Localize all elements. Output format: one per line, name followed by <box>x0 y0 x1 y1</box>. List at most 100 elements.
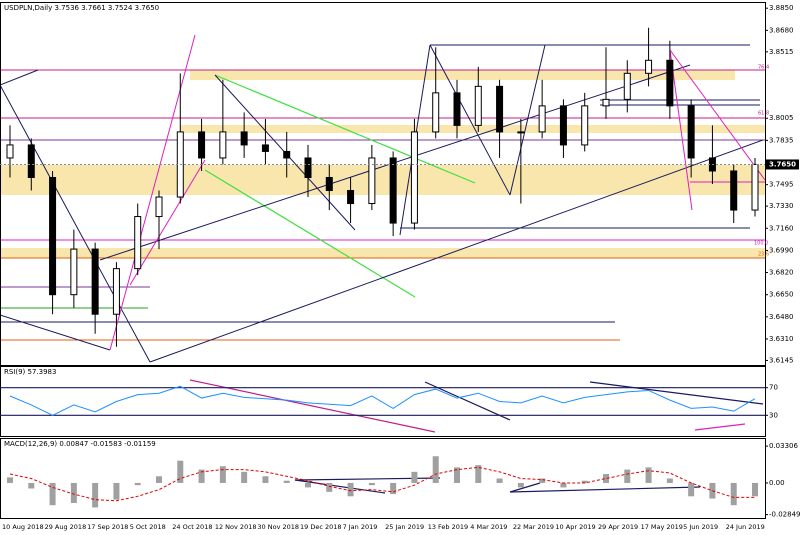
price-panel <box>0 2 766 366</box>
trend-line <box>109 34 196 351</box>
y-tick-label: 3.8680 <box>769 26 794 34</box>
drawings <box>0 34 766 494</box>
trend-line <box>0 314 111 351</box>
macd-bar <box>198 469 205 483</box>
macd-bar <box>134 482 141 486</box>
y-tick-label: 70 <box>769 384 778 392</box>
candle-body <box>602 98 610 107</box>
candle-body <box>347 190 355 205</box>
trend-line <box>669 49 693 211</box>
x-tick-label: 17 Sep 2018 <box>87 523 128 531</box>
trend-line <box>0 69 39 86</box>
macd-bar <box>517 482 524 488</box>
macd-bar <box>688 482 695 497</box>
x-tick-label: 25 Jan 2019 <box>385 523 424 531</box>
zone <box>0 248 765 258</box>
macd-bar <box>241 471 248 483</box>
candle-body <box>410 131 418 224</box>
macd-bar <box>113 482 120 500</box>
y-tick-label: 3.6820 <box>769 269 794 277</box>
chart-title: USDPLN,Daily 3.7536 3.7661 3.7524 3.7650 <box>4 4 159 12</box>
y-tick-label: 3.7495 <box>769 181 794 189</box>
x-tick-label: 10 Aug 2018 <box>2 523 44 531</box>
rsi-trend-line <box>694 423 746 431</box>
candle-body <box>730 170 738 211</box>
macd-bar <box>28 482 35 489</box>
macd-bar <box>390 482 397 495</box>
y-tick-label: 3.8005 <box>769 114 794 122</box>
macd-bar <box>411 471 418 483</box>
macd-bar <box>368 482 375 486</box>
x-tick-label: 29 Apr 2019 <box>598 523 638 531</box>
candle-body <box>49 176 57 296</box>
macd-trend-line <box>509 482 541 493</box>
macd-bar <box>432 456 439 483</box>
trend-line <box>129 159 206 286</box>
candle-body <box>325 176 333 192</box>
macd-bar <box>666 478 673 483</box>
candle-body <box>666 59 674 107</box>
candle-body <box>240 131 248 146</box>
macd-bar <box>262 476 269 483</box>
candle-body <box>368 157 376 205</box>
candle-body <box>645 59 653 74</box>
macd-bar <box>624 469 631 483</box>
last-price-box <box>766 159 799 170</box>
zone <box>180 125 765 133</box>
trend-line <box>429 44 511 196</box>
y-tick-label: 0.03306 <box>769 442 798 450</box>
candle-body <box>134 216 142 270</box>
macd-bar <box>581 480 588 483</box>
macd-bar <box>219 466 226 483</box>
x-tick-label: 29 Aug 2018 <box>45 523 87 531</box>
candle-body <box>27 144 35 178</box>
candle-body <box>112 268 120 315</box>
x-tick-label: 5 Oct 2018 <box>130 523 166 531</box>
x-tick-label: 10 Apr 2019 <box>555 523 595 531</box>
x-tick-label: 24 Oct 2018 <box>172 523 212 531</box>
fib-label: 76.4 <box>758 65 769 71</box>
candle-body <box>517 131 525 134</box>
candle-body <box>432 92 440 133</box>
y-tick-label: 3.6650 <box>769 291 794 299</box>
macd-bar <box>603 474 609 483</box>
candle-body <box>155 196 163 218</box>
trend-line <box>204 169 416 298</box>
trend-line <box>214 74 476 184</box>
y-tick-label: 3.6990 <box>769 246 794 254</box>
x-tick-label: 30 Nov 2018 <box>257 523 299 531</box>
macd-bar <box>347 482 354 497</box>
macd-bar <box>92 482 99 508</box>
last-price-label: 3.7650 <box>769 160 796 168</box>
macd-bar <box>645 467 652 483</box>
candle-body <box>261 144 269 152</box>
macd-bar <box>283 480 290 483</box>
y-tick-label: 0.00 <box>769 479 785 487</box>
x-tick-label: 17 May 2019 <box>641 523 683 531</box>
y-tick-label: -0.02849 <box>769 511 800 519</box>
macd-bar <box>7 477 13 483</box>
candle-body <box>219 131 227 159</box>
candle-body <box>389 157 397 224</box>
candle-body <box>496 85 504 133</box>
y-tick-label: 30 <box>769 411 778 419</box>
macd-bar <box>730 482 737 506</box>
macd-bar <box>326 482 333 492</box>
macd-signal <box>9 466 755 502</box>
y-tick-label: 3.6310 <box>769 335 794 343</box>
x-tick-label: 12 Nov 2018 <box>215 523 257 531</box>
macd-bar <box>496 478 503 483</box>
candle-body <box>687 105 695 159</box>
macd-bar <box>752 482 758 497</box>
y-tick-label: 3.6145 <box>769 356 794 364</box>
x-tick-label: 4 Mar 2019 <box>470 523 507 531</box>
candle-body <box>283 150 291 159</box>
candle-body <box>91 248 99 315</box>
rsi-trend-line <box>424 381 511 421</box>
trend-line <box>509 44 546 196</box>
macd-bar <box>305 482 311 488</box>
macd-bar <box>177 460 184 483</box>
y-tick-label: 3.7160 <box>769 224 794 232</box>
candle-body <box>623 72 631 100</box>
